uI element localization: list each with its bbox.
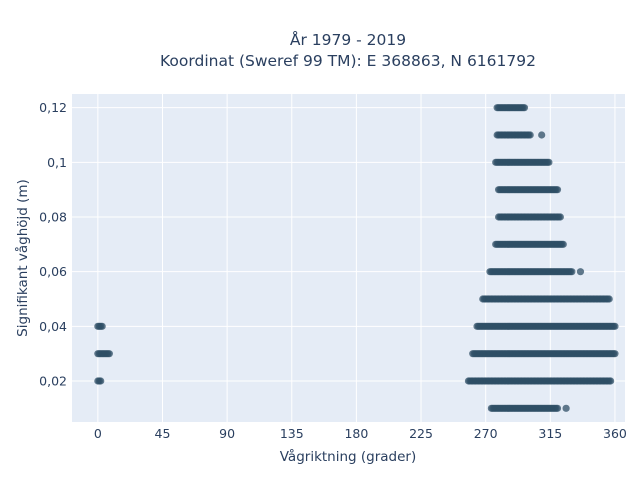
chart-title-line-1: År 1979 - 2019: [290, 30, 406, 49]
data-point: [538, 131, 546, 139]
chart-title-line-2: Koordinat (Sweref 99 TM): E 368863, N 61…: [160, 52, 536, 70]
y-tick-label: 0,04: [39, 319, 67, 334]
data-point: [98, 322, 106, 330]
data-point: [611, 350, 619, 358]
x-axis-label: Vågriktning (grader): [280, 448, 417, 465]
data-point: [556, 213, 564, 221]
data-point: [545, 158, 553, 166]
data-point: [611, 322, 619, 330]
x-tick-label: 0: [94, 426, 102, 441]
data-point: [526, 131, 534, 139]
data-points: [94, 104, 619, 412]
y-tick-labels: 0,02 0,04 0,06 0,08 0,1 0,12: [39, 100, 67, 388]
y-tick-label: 0,06: [39, 264, 67, 279]
x-tick-label: 180: [344, 426, 368, 441]
data-point: [605, 295, 613, 303]
x-tick-label: 360: [603, 426, 627, 441]
data-point: [559, 240, 567, 248]
y-tick-label: 0,02: [39, 374, 67, 389]
data-point: [568, 268, 576, 276]
x-tick-label: 270: [474, 426, 498, 441]
data-point: [607, 377, 615, 385]
data-point: [562, 404, 570, 412]
x-tick-label: 135: [280, 426, 304, 441]
plot-area: [72, 94, 625, 422]
data-point: [97, 377, 105, 385]
x-tick-label: 45: [155, 426, 171, 441]
x-tick-label: 315: [538, 426, 562, 441]
x-tick-label: 90: [219, 426, 235, 441]
y-tick-label: 0,08: [39, 210, 67, 225]
data-point: [553, 404, 562, 412]
data-point: [576, 268, 585, 276]
y-tick-label: 0,1: [47, 155, 67, 170]
y-axis-label: Signifikant våghöjd (m): [14, 179, 31, 337]
x-tick-label: 225: [409, 426, 433, 441]
data-point: [520, 104, 529, 112]
data-point: [553, 186, 562, 194]
y-tick-label: 0,12: [39, 100, 67, 115]
data-point: [105, 350, 113, 358]
x-tick-labels: 0 45 90 135 180 225 270 315 360: [94, 426, 627, 441]
